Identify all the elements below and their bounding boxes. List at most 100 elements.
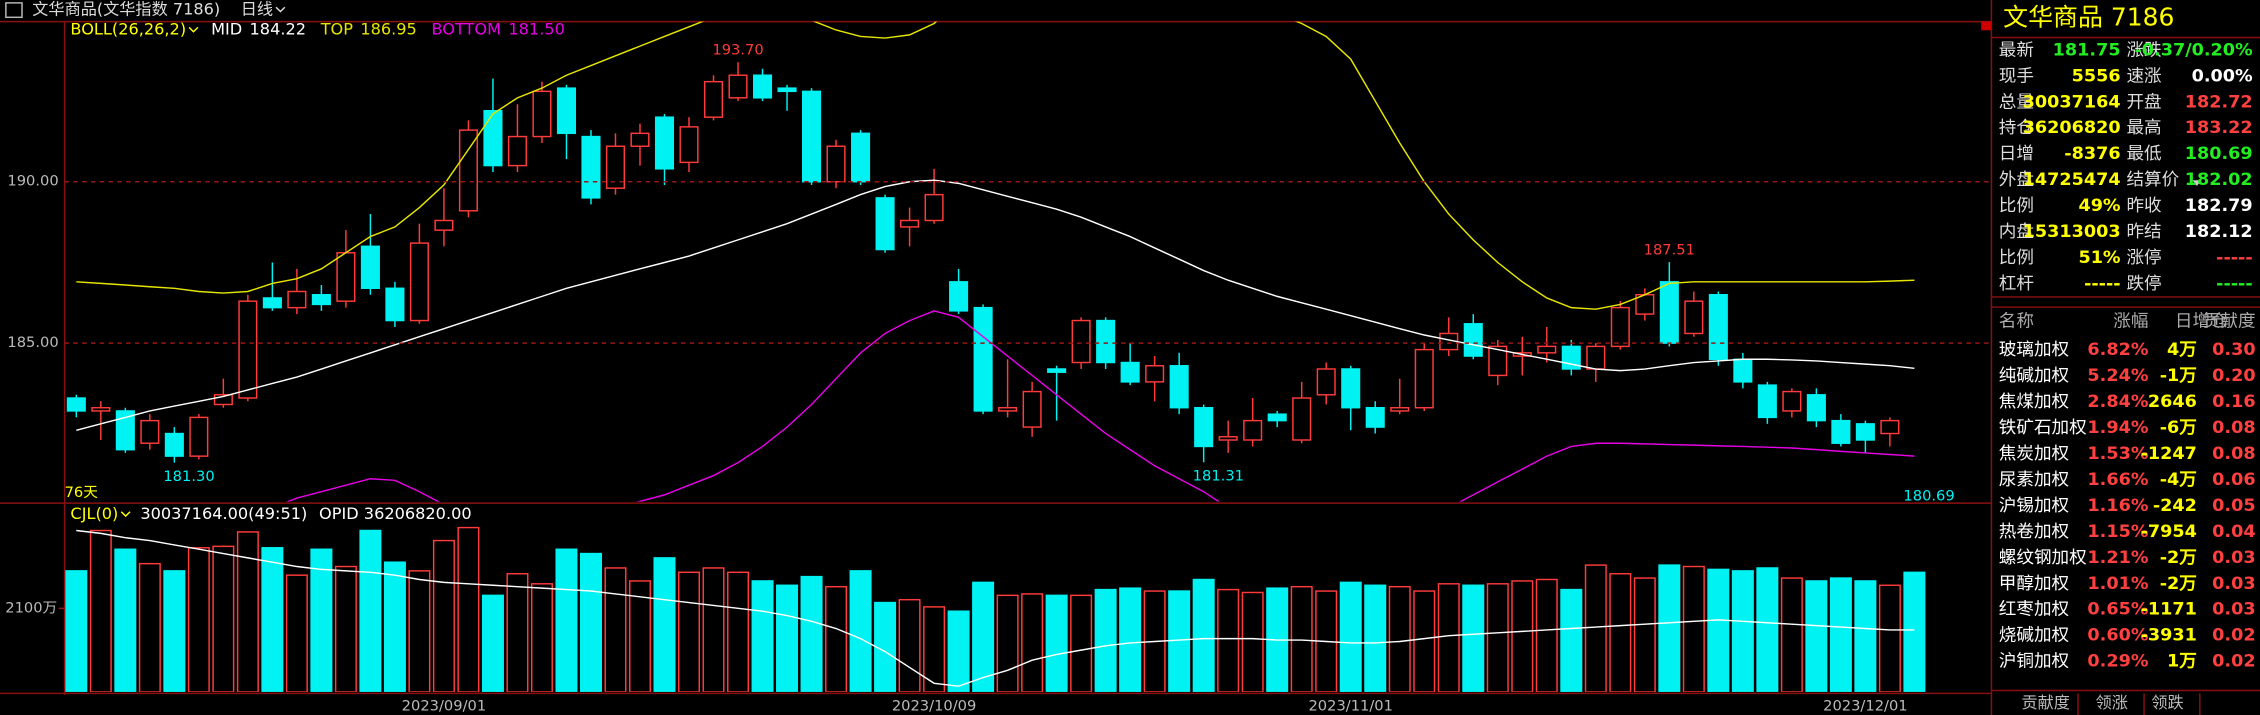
x-tick-label: 2023/11/01 [1308,698,1393,714]
quote-label: 最新 [1999,41,2034,61]
volume-bar [628,580,651,692]
table-cell: -2万 [2160,548,2197,568]
volume-bar [776,584,799,692]
volume-bar [1731,570,1754,692]
volume-readout: 30037164.00(49:51) [140,504,307,523]
quote-label: 涨跌 [2126,41,2161,61]
candle-body [91,406,111,412]
candle-body [998,406,1018,412]
quote-value: ----- [2216,248,2253,268]
volume-bar [555,548,578,692]
candle-body [507,135,527,167]
volume-bar [849,570,872,692]
table-cell: 0.05 [2212,496,2255,516]
table-cell: 0.02 [2212,626,2255,646]
volume-bar [334,565,357,692]
candle-body [140,419,160,444]
table-cell: 螺纹钢加权 [1999,548,2087,568]
quote-value: -8376 [2064,144,2120,164]
candle-body [703,80,724,118]
volume-bar [236,531,259,692]
quote-value: 183.22 [2185,118,2253,138]
price-annotation: 181.30 [163,469,214,485]
quote-value: 5556 [2072,66,2121,86]
x-tick-label: 2023/12/01 [1823,698,1908,714]
volume-bar [481,594,504,692]
candle-body [189,416,209,457]
volume-bar [1633,577,1656,692]
volume-bar [1609,573,1632,692]
candle-body [1218,436,1238,441]
tab[interactable]: 领涨 [2096,693,2128,712]
table-cell: 0.30 [2212,340,2255,360]
table-cell: 纯碱加权 [1999,366,2069,386]
candle-body [311,294,331,306]
volume-bar [1658,564,1681,692]
volume-bar [1682,565,1705,692]
table-cell: 0.08 [2212,444,2255,464]
candle-body [1586,345,1606,370]
legend-value: 181.50 [508,20,564,39]
volume-bar [408,570,431,692]
quote-label: 最低 [2126,144,2161,164]
volume-bar [1094,588,1117,692]
quote-value: 0.00% [2192,66,2253,86]
tab[interactable]: 领跌 [2151,693,2183,712]
table-cell: 0.04 [2212,522,2255,542]
candle-body [900,219,920,228]
candle-body [1684,300,1704,335]
candle-body [385,287,405,322]
volume-bar [432,539,455,692]
quote-label: 结算价 [2126,170,2179,190]
candle-body [336,252,356,302]
candle-body [238,300,258,399]
table-cell: 1.53% [2087,444,2148,464]
candle-body [654,116,675,170]
volume-bar [996,594,1019,692]
table-cell: 1.01% [2087,574,2148,594]
candle-body [1414,348,1434,409]
table-cell: 0.29% [2087,652,2148,672]
candle-body [1316,368,1336,396]
table-cell: 6.82% [2087,340,2148,360]
quote-label: 杠杆 [1999,274,2034,294]
table-header: 贡献度 [2203,312,2256,332]
table-cell: 0.08 [2212,418,2255,438]
legend-name: BOTTOM [431,20,501,39]
volume-bar [1388,585,1411,692]
candle-body [1659,281,1679,344]
volume-bar [653,557,676,692]
table-cell: 0.65% [2087,600,2148,620]
candle-body [826,145,846,183]
tab[interactable]: 贡献度 [2022,693,2070,712]
volume-bar [163,570,186,692]
volume-bar [1413,590,1436,692]
candle-body [1096,319,1116,364]
candle-body [630,132,650,147]
volume-bar [874,601,897,692]
candle-body [1855,423,1875,441]
table-header: 日增仓 [2175,312,2228,332]
table-cell: -242 [2153,496,2197,516]
legend-value: 184.22 [250,20,306,39]
candle-body [1120,361,1140,383]
candle-body [875,197,895,251]
candle-body [66,397,86,412]
table-cell: 沪锡加权 [1999,496,2069,516]
window-title: 文华商品(文华指数 7186) [32,0,220,19]
volume-bar [285,574,308,692]
quote-label: 昨收 [2126,196,2161,216]
candle-body [949,281,969,312]
volume-bar [678,571,701,692]
volume-bar [1829,577,1852,692]
volume-bar [1462,584,1485,692]
candle-body [1782,390,1802,412]
y-tick-label: 190.00 [7,174,58,190]
candle-body [581,135,601,199]
table-cell: -4万 [2160,470,2197,490]
quote-label: 外盘 [1999,170,2034,190]
volume-bar [506,573,529,692]
candle-body [728,74,748,99]
candle-body [777,87,797,93]
